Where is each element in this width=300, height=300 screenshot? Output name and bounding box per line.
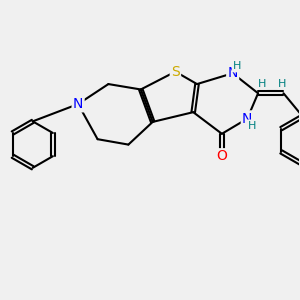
Text: H: H <box>278 79 286 88</box>
Text: H: H <box>233 61 241 71</box>
Text: H: H <box>248 121 256 131</box>
Text: N: N <box>73 97 83 111</box>
Text: S: S <box>171 64 180 79</box>
Text: N: N <box>242 112 253 126</box>
Text: O: O <box>216 149 227 164</box>
Text: H: H <box>258 79 267 88</box>
Text: N: N <box>227 66 238 80</box>
